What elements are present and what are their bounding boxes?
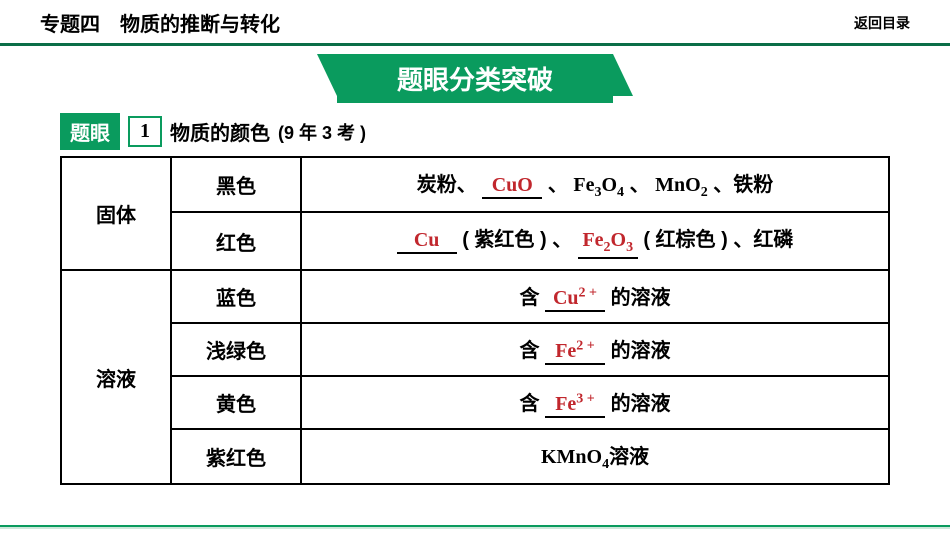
header-rule <box>0 43 950 46</box>
fill-blank: Cu <box>397 230 457 254</box>
formula: KMnO4 <box>541 446 609 468</box>
text: 含 <box>519 340 545 362</box>
color-cell: 浅绿色 <box>171 323 301 376</box>
answer: Fe2 + <box>555 340 595 362</box>
table-row: 溶液 蓝色 含 Cu2 + 的溶液 <box>61 270 889 323</box>
fill-blank: Fe3 + <box>545 392 605 418</box>
text: 、 <box>630 174 656 196</box>
text: 含 <box>519 393 545 415</box>
table-row: 浅绿色 含 Fe2 + 的溶液 <box>61 323 889 376</box>
return-link[interactable]: 返回目录 <box>854 13 910 33</box>
content-cell: 含 Fe2 + 的溶液 <box>301 323 889 376</box>
text: ( 红棕色 ) 、红磷 <box>643 229 793 251</box>
section-banner: 题眼分类突破 <box>337 54 613 103</box>
category-cell: 固体 <box>61 157 171 270</box>
content-cell: 含 Fe3 + 的溶液 <box>301 376 889 429</box>
answer: CuO <box>492 174 533 196</box>
page-title: 专题四 物质的推断与转化 <box>40 8 280 37</box>
color-cell: 黑色 <box>171 157 301 212</box>
text: 含 <box>519 287 545 309</box>
content-cell: Cu ( 紫红色 ) 、 Fe2O3 ( 红棕色 ) 、红磷 <box>301 212 889 270</box>
text: 炭粉、 <box>417 174 477 196</box>
fill-blank: Fe2 + <box>545 339 605 365</box>
category-cell: 溶液 <box>61 270 171 484</box>
text: 的溶液 <box>611 287 671 309</box>
formula: Fe3O4 <box>573 174 624 196</box>
tiyan-subtitle: (9 年 3 考 ) <box>278 119 366 145</box>
text: 的溶液 <box>611 393 671 415</box>
table-row: 紫红色 KMnO4溶液 <box>61 429 889 484</box>
banner-wrap: 题眼分类突破 <box>0 54 950 103</box>
text: 溶液 <box>609 446 649 468</box>
fill-blank: CuO <box>482 175 542 199</box>
fill-blank: Cu2 + <box>545 286 605 312</box>
table-row: 黄色 含 Fe3 + 的溶液 <box>61 376 889 429</box>
text: 、铁粉 <box>713 174 773 196</box>
formula: MnO2 <box>655 174 708 196</box>
table-row: 固体 黑色 炭粉、 CuO 、 Fe3O4 、 MnO2 、铁粉 <box>61 157 889 212</box>
text: ( 紫红色 ) 、 <box>462 229 572 251</box>
footer-rule <box>0 525 950 529</box>
content-cell: KMnO4溶液 <box>301 429 889 484</box>
tiyan-number: 1 <box>128 116 162 147</box>
color-cell: 黄色 <box>171 376 301 429</box>
tiyan-title: 物质的颜色 <box>170 117 270 146</box>
answer: Cu2 + <box>553 287 597 309</box>
color-cell: 红色 <box>171 212 301 270</box>
answer: Fe3 + <box>555 393 595 415</box>
color-cell: 紫红色 <box>171 429 301 484</box>
answer: Fe2O3 <box>582 229 633 251</box>
text: 、 <box>548 174 574 196</box>
color-cell: 蓝色 <box>171 270 301 323</box>
text: 的溶液 <box>611 340 671 362</box>
answer: Cu <box>414 229 440 251</box>
content-cell: 含 Cu2 + 的溶液 <box>301 270 889 323</box>
table-row: 红色 Cu ( 紫红色 ) 、 Fe2O3 ( 红棕色 ) 、红磷 <box>61 212 889 270</box>
content-table: 固体 黑色 炭粉、 CuO 、 Fe3O4 、 MnO2 、铁粉 红色 Cu (… <box>60 156 890 485</box>
content-cell: 炭粉、 CuO 、 Fe3O4 、 MnO2 、铁粉 <box>301 157 889 212</box>
page-header: 专题四 物质的推断与转化 返回目录 <box>0 0 950 43</box>
tiyan-bar: 题眼 1 物质的颜色 (9 年 3 考 ) <box>60 113 950 150</box>
tiyan-label: 题眼 <box>60 113 120 150</box>
fill-blank: Fe2O3 <box>578 230 638 259</box>
